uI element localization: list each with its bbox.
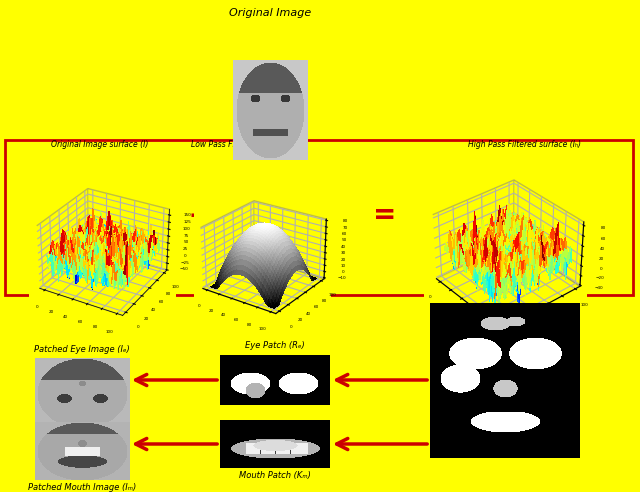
Text: Patched Eye Image (Iₑ): Patched Eye Image (Iₑ) bbox=[34, 345, 130, 354]
Text: Eye Patch (Rₑ): Eye Patch (Rₑ) bbox=[245, 341, 305, 350]
Text: High Pass Filtered surface (Iₕ): High Pass Filtered surface (Iₕ) bbox=[468, 140, 582, 149]
Bar bbox=[5, 140, 633, 295]
Text: =: = bbox=[373, 201, 397, 229]
Text: Patched Mouth Image (Iₘ): Patched Mouth Image (Iₘ) bbox=[28, 483, 136, 492]
Text: Original Image surface (I): Original Image surface (I) bbox=[51, 140, 148, 149]
Text: Low Pass Filtered surface (Iₗ): Low Pass Filtered surface (Iₗ) bbox=[191, 140, 300, 149]
Text: Original Image: Original Image bbox=[229, 8, 311, 18]
Text: -: - bbox=[189, 201, 201, 229]
Text: Mouth Patch (Kₘ): Mouth Patch (Kₘ) bbox=[239, 471, 311, 480]
